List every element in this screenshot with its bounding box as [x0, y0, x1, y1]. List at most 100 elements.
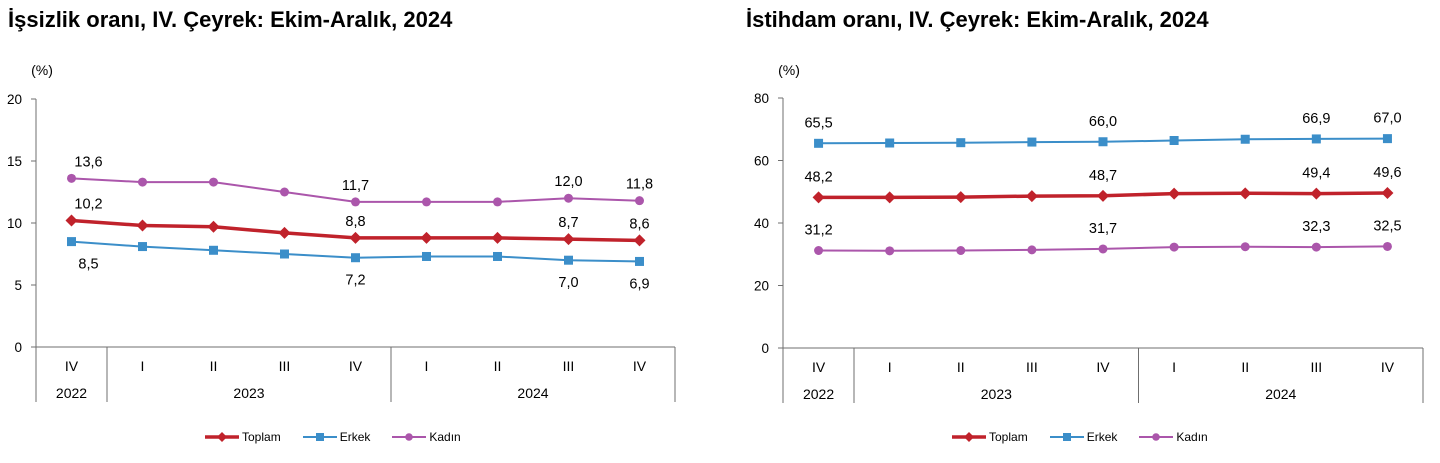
year-group-label: 2023: [233, 385, 264, 401]
data-point-erkek: [1240, 134, 1250, 144]
data-point-toplam: [278, 226, 291, 239]
legend-item-toplam: Toplam: [205, 430, 281, 444]
data-point-kadin: [1240, 242, 1250, 252]
data-label-erkek: 7,0: [558, 275, 578, 291]
data-point-erkek: [280, 249, 289, 259]
legend-swatch-kadin: [1139, 433, 1174, 441]
legend-label: Kadın: [429, 430, 461, 444]
year-group-label: 2024: [517, 385, 548, 401]
chart-legend: Toplam Erkek Kadın: [205, 429, 483, 445]
data-point-toplam: [1097, 189, 1109, 202]
data-point-toplam: [1025, 190, 1038, 203]
legend-marker-toplam: [964, 432, 974, 442]
y-tick-label: 60: [754, 154, 769, 169]
year-group-label: 2024: [1265, 386, 1296, 402]
data-point-toplam: [1310, 187, 1323, 200]
y-tick-label: 20: [754, 279, 769, 294]
legend-item-erkek: Erkek: [1049, 430, 1118, 444]
x-category-label: II: [957, 359, 965, 375]
data-point-toplam: [136, 219, 149, 232]
y-tick-label: 10: [7, 216, 22, 231]
data-point-erkek: [814, 138, 824, 148]
data-label-erkek: 7,2: [345, 273, 365, 289]
x-category-label: IV: [1096, 359, 1110, 375]
legend-marker-kadin: [1152, 433, 1161, 441]
data-label-toplam: 10,2: [74, 197, 102, 213]
data-point-kadin: [209, 177, 218, 187]
data-point-erkek: [635, 256, 644, 266]
data-label-toplam: 8,8: [345, 214, 365, 230]
y-tick-label: 20: [7, 92, 22, 107]
x-category-label: I: [425, 358, 429, 374]
data-point-kadin: [67, 173, 76, 183]
data-label-erkek: 67,0: [1373, 111, 1401, 127]
x-category-label: IV: [1381, 359, 1395, 375]
unemployment-rate-chart: (%) 0 5 10 15 20 IV I II III IV I II III IV 2022 2023 202…: [7, 7, 676, 445]
year-group-label: 2022: [56, 385, 87, 401]
data-point-kadin: [885, 246, 895, 256]
legend-item-kadin: Kadın: [392, 430, 461, 444]
data-point-toplam: [883, 191, 896, 204]
data-point-erkek: [1027, 137, 1037, 147]
x-category-label: IV: [633, 358, 647, 374]
y-tick-label: 0: [761, 341, 769, 356]
x-category-label: IV: [65, 358, 79, 374]
data-point-kadin: [138, 177, 147, 187]
legend-item-kadin: Kadın: [1139, 430, 1208, 444]
x-category-label: II: [210, 358, 218, 374]
data-label-kadin: 13,6: [74, 154, 102, 170]
data-point-kadin: [1169, 242, 1179, 252]
data-point-toplam: [65, 214, 78, 227]
data-label-erkek: 66,0: [1089, 114, 1117, 130]
data-point-toplam: [420, 231, 433, 244]
x-category-label: III: [1026, 359, 1038, 375]
data-point-erkek: [209, 245, 218, 255]
legend-marker-kadin: [405, 433, 414, 441]
legend-marker-toplam: [217, 432, 227, 442]
data-point-kadin: [1311, 242, 1321, 252]
data-point-erkek: [351, 253, 360, 263]
year-group-label: 2022: [803, 386, 834, 402]
legend-swatch-erkek: [1049, 433, 1084, 441]
legend-item-toplam: Toplam: [952, 430, 1028, 444]
x-category-label: II: [1241, 359, 1249, 375]
x-category-label: IV: [812, 359, 826, 375]
data-point-toplam: [562, 233, 575, 246]
legend-swatch-toplam: [205, 432, 239, 442]
data-label-kadin: 31,7: [1089, 221, 1117, 237]
data-label-kadin: 11,7: [342, 178, 369, 194]
x-category-label: IV: [349, 358, 363, 374]
data-point-kadin: [564, 193, 573, 203]
data-label-kadin: 32,5: [1373, 218, 1401, 234]
x-category-label: I: [141, 358, 145, 374]
y-tick-label: 80: [754, 91, 769, 106]
data-point-erkek: [1382, 134, 1392, 144]
y-tick-label: 15: [7, 154, 22, 169]
legend-label: Kadın: [1176, 430, 1208, 444]
legend-swatch-erkek: [302, 433, 337, 441]
legend-swatch-kadin: [392, 433, 427, 441]
data-point-kadin: [280, 187, 289, 197]
y-tick-label: 5: [14, 278, 22, 293]
data-point-kadin: [814, 246, 824, 255]
data-point-erkek: [1098, 137, 1108, 147]
data-point-kadin: [956, 246, 966, 255]
y-tick-label: 40: [754, 216, 769, 231]
data-point-toplam: [812, 191, 825, 204]
data-point-toplam: [1239, 187, 1252, 200]
data-point-erkek: [422, 251, 431, 261]
data-point-toplam: [954, 191, 967, 204]
legend-label: Erkek: [1086, 430, 1118, 444]
x-category-label: I: [888, 359, 892, 375]
data-label-erkek: 65,5: [804, 115, 832, 131]
chart-title: İşsizlik oranı, IV. Çeyrek: Ekim-Aralık,…: [8, 7, 453, 32]
data-point-erkek: [493, 251, 502, 261]
employment-rate-chart: (%) 0 20 40 60 80 IV I II III IV I II III IV 2022 2023 20…: [720, 0, 1440, 463]
x-category-label: II: [494, 358, 502, 374]
data-point-erkek: [1311, 134, 1321, 144]
data-point-kadin: [493, 197, 502, 207]
data-label-toplam: 48,2: [804, 169, 832, 185]
data-label-kadin: 11,8: [626, 177, 653, 193]
